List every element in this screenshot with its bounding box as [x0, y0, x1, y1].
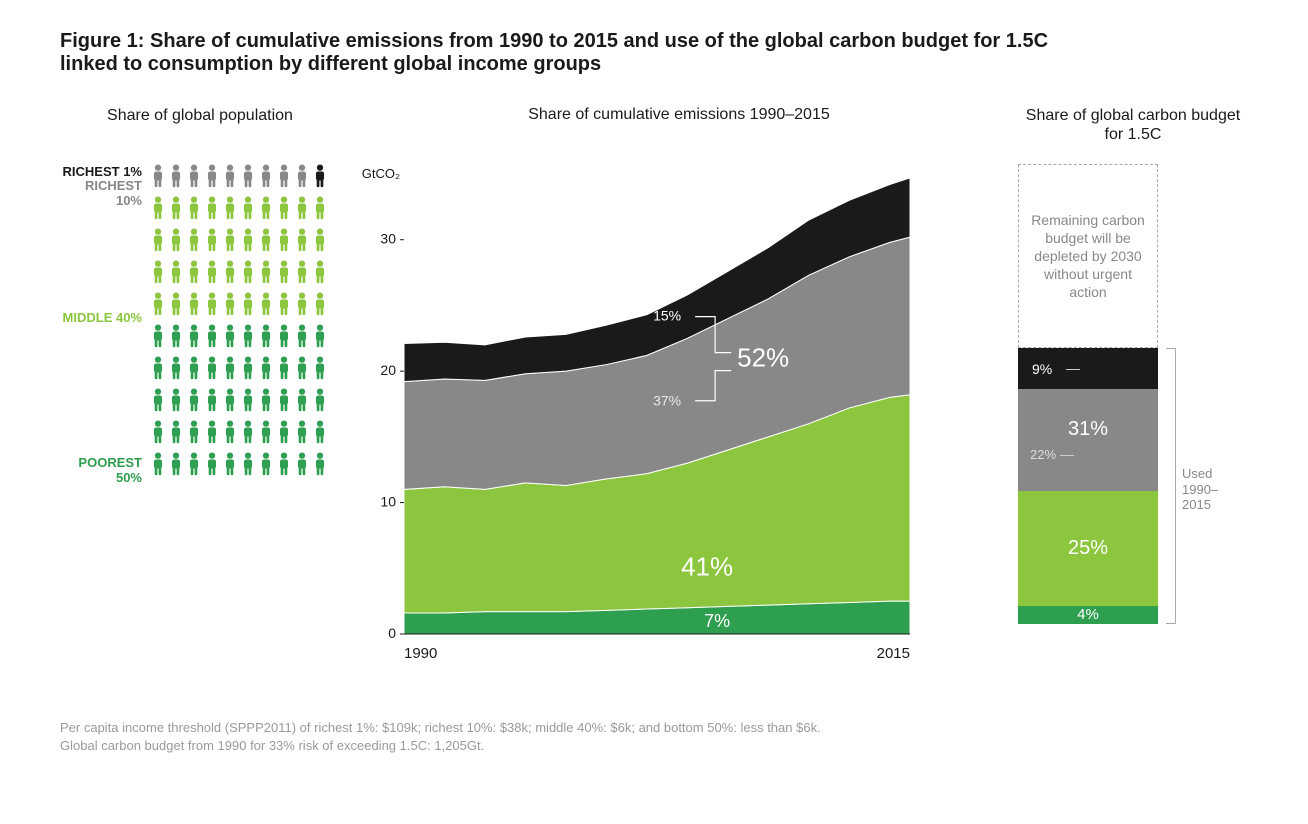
svg-text:GtCO₂: GtCO₂ [362, 166, 400, 181]
svg-text:20: 20 [380, 362, 396, 378]
label-richest-10: RICHEST 10% [60, 178, 142, 208]
svg-text:52%: 52% [737, 343, 789, 373]
budget-bar: 9%31%22%25%4% [1018, 348, 1158, 624]
footnote-line-2: Global carbon budget from 1990 for 33% r… [60, 737, 1248, 755]
budget-seg-richest10rest: 31%22% [1018, 389, 1158, 490]
population-labels: RICHEST 1% RICHEST 10% MIDDLE 40% POORES… [60, 164, 150, 485]
area-chart-svg: 0 10 20 30 GtCO₂ 1990 2015 15% 37% 52% 41% 7% [360, 164, 920, 674]
population-heading: Share of global population [60, 106, 340, 146]
budget-seg-richest1: 9% [1018, 348, 1158, 389]
area-chart-panel: Share of cumulative emissions 1990–2015 … [360, 106, 998, 679]
svg-text:41%: 41% [681, 551, 733, 581]
svg-text:1990: 1990 [404, 645, 437, 662]
budget-remaining-box: Remaining carbon budget will be depleted… [1018, 164, 1158, 348]
svg-text:30: 30 [380, 231, 396, 247]
population-row [150, 292, 340, 316]
figure-title: Figure 1: Share of cumulative emissions … [60, 30, 1110, 76]
svg-text:10: 10 [380, 494, 396, 510]
budget-panel: Share of global carbon budget for 1.5C R… [1018, 106, 1248, 644]
chart-row: Share of global population RICHEST 1% RI… [60, 106, 1248, 679]
budget-seg-poorest50: 4% [1018, 606, 1158, 624]
population-panel: Share of global population RICHEST 1% RI… [60, 106, 340, 485]
area-chart-heading: Share of cumulative emissions 1990–2015 [360, 106, 998, 146]
population-row [150, 452, 340, 476]
svg-text:15%: 15% [653, 308, 681, 324]
svg-text:37%: 37% [653, 393, 681, 409]
budget-seg-middle40: 25% [1018, 491, 1158, 606]
population-row [150, 228, 340, 252]
svg-text:7%: 7% [704, 611, 730, 631]
svg-text:0: 0 [388, 625, 396, 641]
footnote-line-1: Per capita income threshold (SPPP2011) o… [60, 719, 1248, 737]
population-row [150, 196, 340, 220]
footnote: Per capita income threshold (SPPP2011) o… [60, 719, 1248, 755]
population-icon-grid [150, 164, 340, 485]
budget-used-bracket [1166, 348, 1176, 624]
label-middle-40: MIDDLE 40% [60, 310, 142, 325]
label-poorest-50: POOREST 50% [60, 455, 142, 485]
population-row [150, 260, 340, 284]
population-row [150, 356, 340, 380]
population-row [150, 388, 340, 412]
population-row [150, 324, 340, 348]
budget-heading: Share of global carbon budget for 1.5C [1018, 106, 1248, 146]
population-row [150, 164, 340, 188]
population-row [150, 420, 340, 444]
budget-used-label: Used 1990–2015 [1182, 466, 1242, 513]
svg-text:2015: 2015 [877, 645, 910, 662]
